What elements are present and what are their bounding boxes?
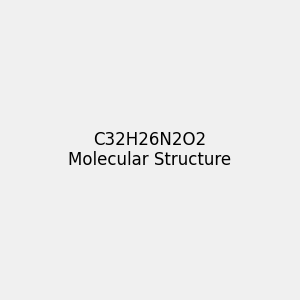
Text: C32H26N2O2
Molecular Structure: C32H26N2O2 Molecular Structure bbox=[68, 130, 232, 170]
